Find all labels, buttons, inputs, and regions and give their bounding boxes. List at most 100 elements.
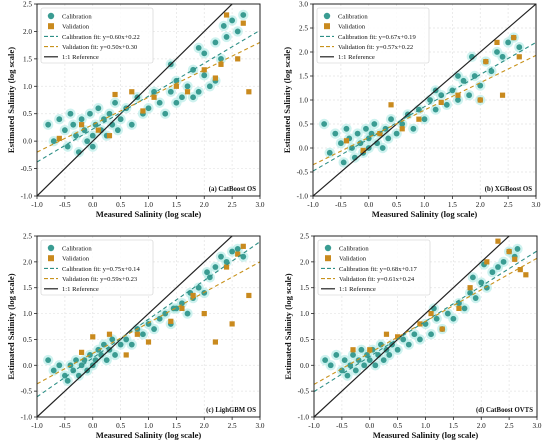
legend-box — [40, 7, 154, 64]
x-tick-label: 0.0 — [364, 201, 373, 209]
calibration-point — [455, 73, 461, 79]
validation-point — [523, 272, 529, 278]
validation-point — [173, 83, 179, 89]
validation-point — [235, 56, 241, 62]
scatter-panel: -1.0 -0.5 0.0 0.5 1.0 1.5 2.0 2.5 3.0 -1.0 -0.5 0.0… — [283, 233, 542, 441]
reference-line — [313, 4, 536, 196]
calibration-point — [363, 125, 369, 132]
validation-point — [145, 339, 152, 345]
scatter-panel: -1.0 -0.5 0.0 0.5 1.0 1.5 2.0 2.5 3.0 -1.0 -0.5 0.0… — [282, 1, 541, 220]
calibration-point — [190, 94, 197, 101]
x-tick-label: 3.0 — [256, 422, 265, 430]
validation-point — [223, 12, 230, 18]
calibration-point — [184, 83, 191, 90]
x-tick-label: 0.0 — [88, 201, 97, 209]
calibration-point — [443, 101, 450, 108]
legend-box — [317, 239, 431, 296]
x-tick-label: 1.0 — [420, 201, 429, 209]
x-tick-label: 1.5 — [172, 201, 181, 209]
x-axis-label: Measured Salinity (log scale) — [96, 209, 202, 219]
validation-point — [240, 20, 246, 26]
calibration-point — [89, 143, 96, 150]
y-tick-label: -0.5 — [298, 388, 310, 396]
calibration-point — [56, 116, 63, 123]
calibration-point — [151, 326, 157, 332]
x-tick-label: 2.0 — [200, 422, 209, 430]
x-tick-label: 0.5 — [393, 422, 402, 430]
calibration-point — [514, 246, 521, 252]
calibration-point — [223, 34, 230, 40]
calibration-point — [399, 121, 406, 127]
calibration-point — [333, 352, 340, 358]
calibration-point — [489, 269, 496, 276]
calibration-point — [204, 269, 210, 276]
x-tick-label: -1.0 — [308, 422, 320, 430]
y-tick-label: 0.5 — [23, 110, 32, 118]
calibration-point — [156, 99, 163, 106]
calibration-point — [117, 116, 124, 123]
calibration-point — [128, 341, 135, 348]
x-tick-label: 3.0 — [533, 422, 542, 430]
y-tick-label: 0.5 — [299, 121, 308, 129]
validation-point — [383, 331, 390, 337]
calibration-point — [218, 55, 224, 62]
calibration-point — [405, 341, 412, 348]
calibration-point — [73, 132, 79, 139]
calibration-point — [321, 121, 328, 127]
calibration-point — [340, 159, 347, 166]
legend-entry-label: 1:1 Reference — [338, 54, 375, 61]
legend-entry-label: Calibration fit: y=0.75x+0.14 — [62, 266, 140, 273]
y-tick-label: -1.0 — [21, 414, 33, 422]
legend-calibration-marker — [324, 244, 332, 252]
validation-point — [456, 305, 462, 311]
calibration-point — [393, 130, 400, 137]
calibration-point — [386, 352, 393, 358]
validation-point — [399, 126, 405, 132]
calibration-point — [460, 77, 467, 84]
calibration-point — [344, 372, 351, 379]
data-area — [37, 236, 260, 417]
calibration-point — [81, 127, 88, 134]
calibration-point — [337, 140, 344, 147]
y-tick-label: 1.5 — [23, 55, 32, 63]
legend-entry-label: Validation fit: y=0.61x+0.24 — [339, 276, 415, 283]
calibration-point — [494, 49, 500, 55]
validation-point — [246, 89, 252, 95]
legend-entry-label: Calibration fit: y=0.68x+0.17 — [339, 266, 417, 273]
calibration-point — [114, 127, 121, 134]
legend-entry-label: 1:1 Reference — [339, 286, 376, 293]
calibration-point — [240, 12, 247, 18]
calibration-point — [455, 97, 461, 103]
y-tick-label: -0.5 — [297, 169, 309, 177]
legend-validation-marker — [48, 23, 54, 30]
x-tick-label: 2.0 — [477, 422, 486, 430]
calibration-point — [234, 28, 241, 35]
x-tick-label: 1.0 — [144, 201, 153, 209]
validation-point — [235, 251, 241, 257]
legend-box — [40, 239, 154, 296]
calibration-point — [364, 352, 370, 358]
calibration-point — [500, 258, 507, 265]
calibration-point — [45, 357, 52, 364]
calibration-point — [505, 39, 512, 46]
calibration-point — [358, 346, 365, 353]
y-tick-label: 2.5 — [299, 25, 308, 33]
validation-point — [212, 75, 218, 81]
legend: Calibration Validation Calibration fit: y=… — [40, 239, 154, 296]
calibration-point — [240, 253, 247, 260]
x-tick-label: 2.5 — [505, 422, 514, 430]
calibration-point — [92, 121, 99, 128]
scatter-panel: -1.0 -0.5 0.0 0.5 1.0 1.5 2.0 2.5 3.0 -1.0 -0.5 0.0… — [6, 233, 265, 441]
calibration-point — [400, 336, 407, 343]
calibration-point — [70, 121, 77, 128]
validation-fit-line — [37, 261, 260, 385]
validation-point — [168, 318, 174, 324]
validation-point — [494, 39, 500, 45]
x-tick-label: 1.0 — [421, 422, 430, 430]
y-tick-label: 3.0 — [299, 1, 308, 9]
x-tick-label: 0.0 — [88, 422, 97, 430]
calibration-point — [322, 357, 329, 364]
validation-point — [140, 108, 146, 114]
legend-entry-label: Validation fit: y=0.50x+0.30 — [62, 44, 138, 51]
